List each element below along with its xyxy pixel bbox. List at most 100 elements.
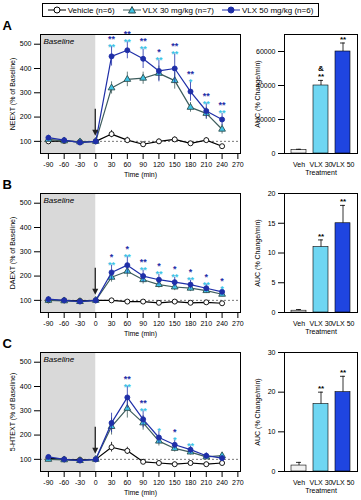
svg-text:100: 100 [20, 297, 32, 304]
svg-text:30: 30 [108, 479, 116, 486]
svg-text:NEEXT (% of Baseline): NEEXT (% of Baseline) [9, 58, 17, 131]
svg-text:Veh: Veh [293, 161, 305, 168]
svg-text:0: 0 [272, 309, 276, 316]
svg-text:60: 60 [123, 161, 131, 168]
svg-text:20: 20 [268, 190, 276, 197]
svg-text:180: 180 [185, 320, 197, 327]
svg-text:VLX 30: VLX 30 [310, 479, 333, 486]
svg-text:AUC (% Change/min): AUC (% Change/min) [254, 219, 262, 286]
svg-text:**: ** [203, 91, 211, 101]
svg-text:*: * [157, 261, 161, 271]
svg-text:-30: -30 [75, 161, 85, 168]
svg-text:10: 10 [268, 428, 276, 435]
svg-text:Treatment: Treatment [305, 328, 337, 335]
svg-text:*: * [173, 427, 177, 437]
svg-text:VLX 30: VLX 30 [310, 161, 333, 168]
svg-text:30: 30 [108, 161, 116, 168]
svg-text:-90: -90 [43, 161, 53, 168]
svg-text:*: * [157, 426, 161, 436]
svg-text:500: 500 [20, 199, 32, 206]
svg-text:200: 200 [20, 113, 32, 120]
svg-text:AUC (% Change/min): AUC (% Change/min) [254, 378, 262, 445]
svg-text:**: ** [340, 35, 347, 44]
svg-text:Treatment: Treatment [305, 169, 337, 176]
svg-text:**: ** [108, 34, 116, 44]
svg-text:30: 30 [108, 320, 116, 327]
svg-text:270: 270 [232, 320, 244, 327]
svg-text:Baseline: Baseline [44, 196, 75, 205]
svg-text:**: ** [187, 441, 195, 451]
svg-text:-90: -90 [43, 320, 53, 327]
svg-text:**: ** [318, 232, 325, 241]
svg-text:150: 150 [169, 161, 181, 168]
svg-text:5: 5 [272, 279, 276, 286]
svg-text:DAEXT (% of Baseline): DAEXT (% of Baseline) [9, 217, 17, 290]
svg-text:VLX 30: VLX 30 [310, 320, 333, 327]
svg-text:150: 150 [169, 320, 181, 327]
svg-text:210: 210 [200, 479, 212, 486]
svg-text:500: 500 [20, 40, 32, 47]
svg-text:**: ** [340, 197, 347, 206]
svg-text:-60: -60 [59, 479, 69, 486]
svg-text:120: 120 [153, 479, 165, 486]
svg-text:**: ** [219, 100, 227, 110]
svg-text:*: * [110, 252, 114, 262]
svg-text:210: 210 [200, 161, 212, 168]
svg-text:180: 180 [185, 479, 197, 486]
svg-text:20: 20 [268, 388, 276, 395]
svg-text:15: 15 [268, 219, 276, 226]
svg-text:500: 500 [20, 358, 32, 365]
svg-text:120: 120 [153, 320, 165, 327]
svg-text:0: 0 [272, 150, 276, 157]
svg-text:**: ** [140, 36, 148, 46]
svg-text:-60: -60 [59, 320, 69, 327]
svg-text:210: 210 [200, 320, 212, 327]
svg-text:0: 0 [94, 320, 98, 327]
svg-text:Treatment: Treatment [305, 487, 337, 494]
svg-text:**: ** [187, 69, 195, 79]
svg-text:Baseline: Baseline [44, 355, 75, 364]
svg-text:*: * [126, 244, 130, 254]
svg-text:**: ** [124, 29, 132, 39]
svg-text:0: 0 [94, 161, 98, 168]
svg-text:AUC (% Change/min): AUC (% Change/min) [254, 60, 262, 127]
svg-text:**: ** [171, 41, 179, 51]
svg-text:180: 180 [185, 161, 197, 168]
svg-text:120: 120 [153, 161, 165, 168]
svg-text:60: 60 [123, 320, 131, 327]
svg-text:240: 240 [216, 161, 228, 168]
svg-text:200: 200 [20, 272, 32, 279]
svg-text:240: 240 [216, 320, 228, 327]
svg-text:400: 400 [20, 224, 32, 231]
svg-text:60000: 60000 [256, 48, 276, 55]
svg-text:150: 150 [169, 479, 181, 486]
svg-text:*: * [157, 47, 161, 57]
svg-text:Time (min): Time (min) [124, 330, 157, 338]
svg-text:300: 300 [20, 407, 32, 414]
svg-text:-90: -90 [43, 479, 53, 486]
svg-text:400: 400 [20, 65, 32, 72]
svg-text:100: 100 [20, 138, 32, 145]
svg-text:Time (min): Time (min) [124, 489, 157, 497]
svg-text:**: ** [140, 257, 148, 267]
svg-text:300: 300 [20, 89, 32, 96]
svg-text:*: * [173, 264, 177, 274]
svg-text:B: B [3, 177, 12, 192]
svg-text:A: A [3, 18, 13, 33]
svg-text:-30: -30 [75, 479, 85, 486]
svg-text:90: 90 [139, 479, 147, 486]
svg-text:-60: -60 [59, 161, 69, 168]
svg-text:270: 270 [232, 161, 244, 168]
svg-text:**: ** [140, 398, 148, 408]
svg-text:Veh: Veh [293, 479, 305, 486]
svg-text:100: 100 [20, 456, 32, 463]
svg-text:400: 400 [20, 383, 32, 390]
svg-text:**: ** [340, 368, 347, 377]
svg-text:**: ** [318, 384, 325, 393]
svg-text:&**: &** [318, 64, 325, 81]
svg-text:-30: -30 [75, 320, 85, 327]
svg-text:90: 90 [139, 161, 147, 168]
svg-text:270: 270 [232, 479, 244, 486]
svg-text:10: 10 [268, 249, 276, 256]
svg-text:90: 90 [139, 320, 147, 327]
